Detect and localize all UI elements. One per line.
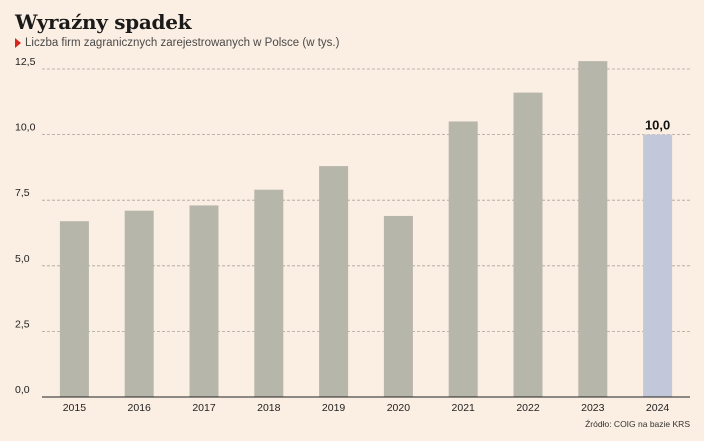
data-label: 10,0 bbox=[645, 118, 670, 133]
bar bbox=[643, 134, 673, 397]
y-tick-label: 0,0 bbox=[15, 384, 30, 396]
y-tick-label: 12,5 bbox=[15, 56, 36, 68]
bar bbox=[124, 210, 154, 397]
source-note: Źródło: COIG na bazie KRS bbox=[585, 419, 690, 429]
subtitle: Liczba firm zagranicznych zarejestrowany… bbox=[15, 37, 339, 49]
y-tick-label: 10,0 bbox=[15, 122, 36, 134]
y-tick-label: 5,0 bbox=[15, 253, 30, 265]
bar bbox=[59, 221, 89, 397]
red-triangle-icon bbox=[15, 38, 21, 48]
bar bbox=[189, 205, 219, 397]
x-tick-label: 2017 bbox=[192, 402, 216, 414]
x-tick-label: 2019 bbox=[322, 402, 346, 414]
bar bbox=[254, 189, 284, 397]
y-tick-label: 2,5 bbox=[15, 318, 30, 330]
x-tick-label: 2024 bbox=[646, 402, 670, 414]
x-tick-label: 2018 bbox=[257, 402, 281, 414]
bar bbox=[383, 215, 413, 397]
x-tick-label: 2016 bbox=[128, 402, 152, 414]
y-tick-label: 7,5 bbox=[15, 187, 30, 199]
chart-title: Wyraźny spadek bbox=[15, 10, 192, 34]
subtitle-text: Liczba firm zagranicznych zarejestrowany… bbox=[25, 37, 340, 49]
bar bbox=[578, 61, 608, 398]
bar bbox=[513, 92, 543, 397]
bar bbox=[319, 166, 349, 397]
bar bbox=[448, 121, 478, 397]
x-tick-label: 2015 bbox=[63, 402, 87, 414]
x-tick-label: 2023 bbox=[581, 402, 605, 414]
x-tick-label: 2020 bbox=[387, 402, 411, 414]
x-tick-label: 2022 bbox=[516, 402, 540, 414]
x-tick-label: 2021 bbox=[452, 402, 476, 414]
